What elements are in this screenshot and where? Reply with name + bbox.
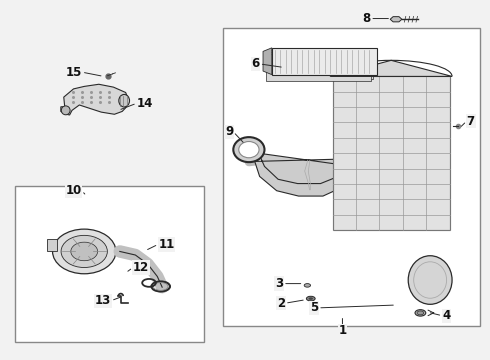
Ellipse shape [306, 296, 315, 301]
Ellipse shape [61, 235, 107, 267]
Text: 11: 11 [158, 238, 174, 251]
Ellipse shape [119, 94, 129, 107]
Bar [223, 28, 480, 327]
Text: 1: 1 [339, 324, 346, 337]
Ellipse shape [71, 242, 98, 261]
Bar [47, 239, 57, 251]
Ellipse shape [239, 141, 259, 158]
Ellipse shape [304, 284, 311, 287]
Ellipse shape [417, 311, 424, 315]
Ellipse shape [415, 310, 426, 316]
Polygon shape [263, 48, 272, 75]
Text: 13: 13 [95, 294, 111, 307]
Text: 12: 12 [133, 261, 149, 274]
Text: 7: 7 [466, 114, 475, 127]
Text: 15: 15 [65, 66, 82, 78]
Text: 14: 14 [137, 97, 153, 110]
Text: 2: 2 [277, 297, 285, 310]
Bar [266, 54, 371, 81]
Polygon shape [61, 84, 129, 115]
Ellipse shape [309, 297, 313, 300]
Bar [270, 50, 374, 77]
Bar [333, 76, 450, 230]
Text: 3: 3 [275, 277, 283, 290]
Ellipse shape [408, 256, 452, 304]
Ellipse shape [61, 106, 70, 115]
Bar [268, 52, 373, 79]
Text: 5: 5 [310, 301, 318, 314]
Text: 4: 4 [442, 309, 451, 322]
Ellipse shape [52, 229, 116, 274]
Ellipse shape [233, 137, 265, 162]
Polygon shape [390, 17, 402, 22]
Polygon shape [330, 60, 452, 76]
Polygon shape [255, 153, 361, 196]
Text: 10: 10 [66, 184, 82, 197]
Bar [15, 186, 204, 342]
Text: 9: 9 [225, 125, 233, 138]
Text: 8: 8 [362, 12, 370, 25]
Bar [272, 48, 376, 75]
Text: 6: 6 [251, 57, 260, 71]
